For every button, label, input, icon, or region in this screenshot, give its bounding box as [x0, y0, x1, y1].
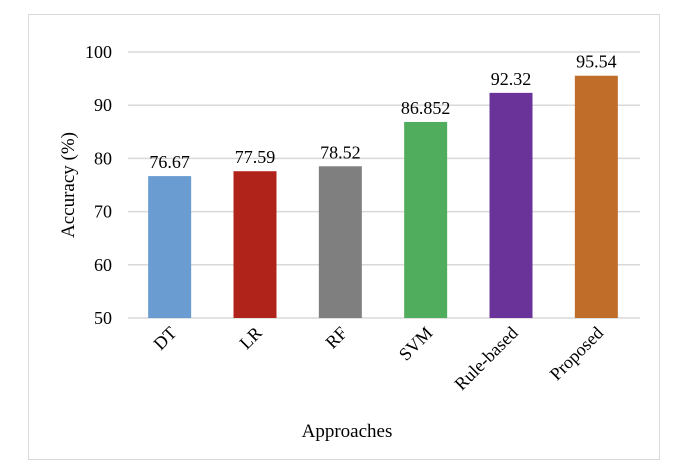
data-label: 86.852 [401, 98, 451, 118]
y-tick-label: 90 [94, 95, 112, 115]
x-tick-label: DT [149, 323, 180, 354]
x-axis-title: Approaches [302, 421, 393, 442]
y-tick-label: 70 [94, 202, 112, 222]
bar-lr [233, 171, 277, 318]
data-label: 76.67 [149, 152, 190, 172]
y-tick-label: 100 [85, 42, 112, 62]
data-label: 77.59 [235, 147, 276, 167]
x-tick-label: RF [321, 323, 351, 353]
bar-dt [148, 176, 192, 318]
x-tick-label: LR [235, 323, 265, 353]
x-tick-label: SVM [395, 323, 437, 365]
y-tick-label: 60 [94, 255, 112, 275]
y-axis-title: Accuracy (%) [58, 132, 79, 238]
bar-rf [318, 166, 362, 318]
y-tick-label: 80 [94, 148, 112, 168]
bar-proposed [574, 75, 618, 318]
data-label: 92.32 [491, 69, 532, 89]
data-label: 78.52 [320, 142, 361, 162]
x-tick-label: Rule-based [450, 323, 521, 394]
y-tick-label: 50 [94, 308, 112, 328]
bar-rule-based [489, 92, 533, 318]
chart-frame [28, 14, 660, 460]
bar-svm [404, 121, 448, 318]
data-label: 95.54 [576, 52, 617, 72]
x-tick-label: Proposed [546, 323, 608, 385]
